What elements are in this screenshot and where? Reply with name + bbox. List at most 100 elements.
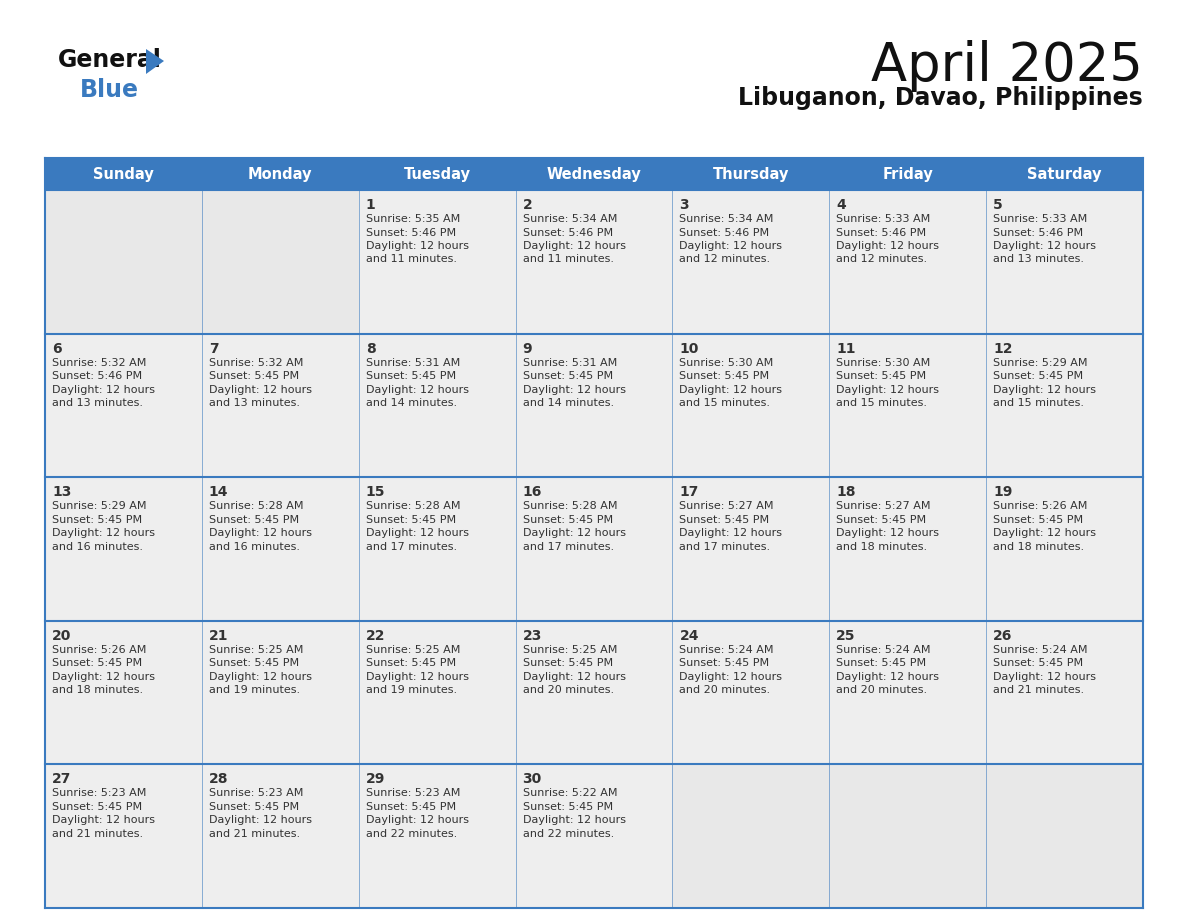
Text: Sunset: 5:45 PM: Sunset: 5:45 PM <box>366 802 456 812</box>
Text: and 14 minutes.: and 14 minutes. <box>523 398 614 409</box>
Text: Sunrise: 5:28 AM: Sunrise: 5:28 AM <box>523 501 617 511</box>
Text: and 18 minutes.: and 18 minutes. <box>993 542 1085 552</box>
Text: and 22 minutes.: and 22 minutes. <box>366 829 457 839</box>
Text: April 2025: April 2025 <box>871 40 1143 92</box>
Text: Sunset: 5:46 PM: Sunset: 5:46 PM <box>366 228 456 238</box>
Text: Sunset: 5:45 PM: Sunset: 5:45 PM <box>523 515 613 525</box>
Bar <box>202 158 359 190</box>
Text: Blue: Blue <box>80 78 139 102</box>
Bar <box>202 477 359 621</box>
Text: Sunrise: 5:25 AM: Sunrise: 5:25 AM <box>366 644 460 655</box>
Text: 11: 11 <box>836 341 855 355</box>
Text: General: General <box>58 48 162 72</box>
Text: Sunrise: 5:23 AM: Sunrise: 5:23 AM <box>366 789 460 799</box>
Text: and 15 minutes.: and 15 minutes. <box>836 398 928 409</box>
Bar <box>516 158 672 190</box>
Text: Sunrise: 5:33 AM: Sunrise: 5:33 AM <box>836 214 930 224</box>
Text: Thursday: Thursday <box>713 166 789 182</box>
Text: 10: 10 <box>680 341 699 355</box>
Text: Sunrise: 5:26 AM: Sunrise: 5:26 AM <box>52 644 146 655</box>
Text: 12: 12 <box>993 341 1012 355</box>
Text: 28: 28 <box>209 772 228 787</box>
Text: Sunset: 5:46 PM: Sunset: 5:46 PM <box>52 371 143 381</box>
Text: Sunrise: 5:25 AM: Sunrise: 5:25 AM <box>209 644 303 655</box>
Text: Sunset: 5:45 PM: Sunset: 5:45 PM <box>680 658 770 668</box>
Text: Sunrise: 5:24 AM: Sunrise: 5:24 AM <box>993 644 1088 655</box>
Text: Daylight: 12 hours: Daylight: 12 hours <box>680 672 783 682</box>
Bar <box>202 190 359 333</box>
Bar <box>359 477 516 621</box>
Bar <box>45 190 202 333</box>
Text: Sunset: 5:46 PM: Sunset: 5:46 PM <box>993 228 1083 238</box>
Text: Sunset: 5:45 PM: Sunset: 5:45 PM <box>523 371 613 381</box>
Text: Daylight: 12 hours: Daylight: 12 hours <box>836 672 940 682</box>
Text: and 11 minutes.: and 11 minutes. <box>366 254 456 264</box>
Text: and 12 minutes.: and 12 minutes. <box>680 254 771 264</box>
Text: Sunrise: 5:24 AM: Sunrise: 5:24 AM <box>680 644 773 655</box>
Text: Sunset: 5:45 PM: Sunset: 5:45 PM <box>523 658 613 668</box>
Text: 16: 16 <box>523 486 542 499</box>
Bar <box>359 333 516 477</box>
Text: 26: 26 <box>993 629 1012 643</box>
Text: Daylight: 12 hours: Daylight: 12 hours <box>52 672 154 682</box>
Text: Daylight: 12 hours: Daylight: 12 hours <box>993 528 1097 538</box>
Text: Sunrise: 5:32 AM: Sunrise: 5:32 AM <box>209 358 303 367</box>
Text: 2: 2 <box>523 198 532 212</box>
Text: and 11 minutes.: and 11 minutes. <box>523 254 613 264</box>
Text: Daylight: 12 hours: Daylight: 12 hours <box>836 528 940 538</box>
Text: and 16 minutes.: and 16 minutes. <box>52 542 143 552</box>
Text: Daylight: 12 hours: Daylight: 12 hours <box>993 385 1097 395</box>
Bar <box>829 333 986 477</box>
Text: and 12 minutes.: and 12 minutes. <box>836 254 928 264</box>
Bar <box>45 765 202 908</box>
Bar <box>986 621 1143 765</box>
Text: Sunset: 5:45 PM: Sunset: 5:45 PM <box>836 658 927 668</box>
Text: Sunrise: 5:28 AM: Sunrise: 5:28 AM <box>209 501 303 511</box>
Text: Sunset: 5:45 PM: Sunset: 5:45 PM <box>680 515 770 525</box>
Bar <box>202 333 359 477</box>
Text: Daylight: 12 hours: Daylight: 12 hours <box>52 385 154 395</box>
Text: Sunset: 5:45 PM: Sunset: 5:45 PM <box>52 658 143 668</box>
Text: Sunrise: 5:35 AM: Sunrise: 5:35 AM <box>366 214 460 224</box>
Text: Sunrise: 5:22 AM: Sunrise: 5:22 AM <box>523 789 617 799</box>
Bar <box>829 765 986 908</box>
Text: Sunrise: 5:34 AM: Sunrise: 5:34 AM <box>680 214 773 224</box>
Text: Sunset: 5:45 PM: Sunset: 5:45 PM <box>836 515 927 525</box>
Text: Sunset: 5:45 PM: Sunset: 5:45 PM <box>993 515 1083 525</box>
Text: Sunset: 5:45 PM: Sunset: 5:45 PM <box>366 658 456 668</box>
Text: Sunday: Sunday <box>93 166 153 182</box>
Text: and 19 minutes.: and 19 minutes. <box>209 686 301 695</box>
Text: Daylight: 12 hours: Daylight: 12 hours <box>366 385 469 395</box>
Text: 19: 19 <box>993 486 1012 499</box>
Text: 30: 30 <box>523 772 542 787</box>
Text: Sunset: 5:46 PM: Sunset: 5:46 PM <box>680 228 770 238</box>
Text: and 13 minutes.: and 13 minutes. <box>209 398 299 409</box>
Text: 9: 9 <box>523 341 532 355</box>
Bar <box>986 333 1143 477</box>
Text: Sunrise: 5:30 AM: Sunrise: 5:30 AM <box>836 358 930 367</box>
Text: Sunrise: 5:28 AM: Sunrise: 5:28 AM <box>366 501 460 511</box>
Text: Daylight: 12 hours: Daylight: 12 hours <box>366 241 469 251</box>
Bar <box>45 477 202 621</box>
Text: Sunrise: 5:23 AM: Sunrise: 5:23 AM <box>209 789 303 799</box>
Text: 25: 25 <box>836 629 855 643</box>
Text: Sunset: 5:46 PM: Sunset: 5:46 PM <box>836 228 927 238</box>
Text: and 20 minutes.: and 20 minutes. <box>680 686 771 695</box>
Text: and 14 minutes.: and 14 minutes. <box>366 398 457 409</box>
Text: and 21 minutes.: and 21 minutes. <box>209 829 301 839</box>
Bar <box>829 158 986 190</box>
Bar <box>672 158 829 190</box>
Text: Daylight: 12 hours: Daylight: 12 hours <box>523 815 626 825</box>
Text: Sunset: 5:45 PM: Sunset: 5:45 PM <box>52 802 143 812</box>
Bar <box>516 621 672 765</box>
Text: Daylight: 12 hours: Daylight: 12 hours <box>366 672 469 682</box>
Bar <box>359 190 516 333</box>
Text: and 21 minutes.: and 21 minutes. <box>993 686 1085 695</box>
Bar <box>672 765 829 908</box>
Text: Daylight: 12 hours: Daylight: 12 hours <box>523 385 626 395</box>
Text: and 17 minutes.: and 17 minutes. <box>366 542 457 552</box>
Text: and 18 minutes.: and 18 minutes. <box>836 542 928 552</box>
Text: Monday: Monday <box>248 166 312 182</box>
Bar <box>516 190 672 333</box>
Text: Sunset: 5:45 PM: Sunset: 5:45 PM <box>366 371 456 381</box>
